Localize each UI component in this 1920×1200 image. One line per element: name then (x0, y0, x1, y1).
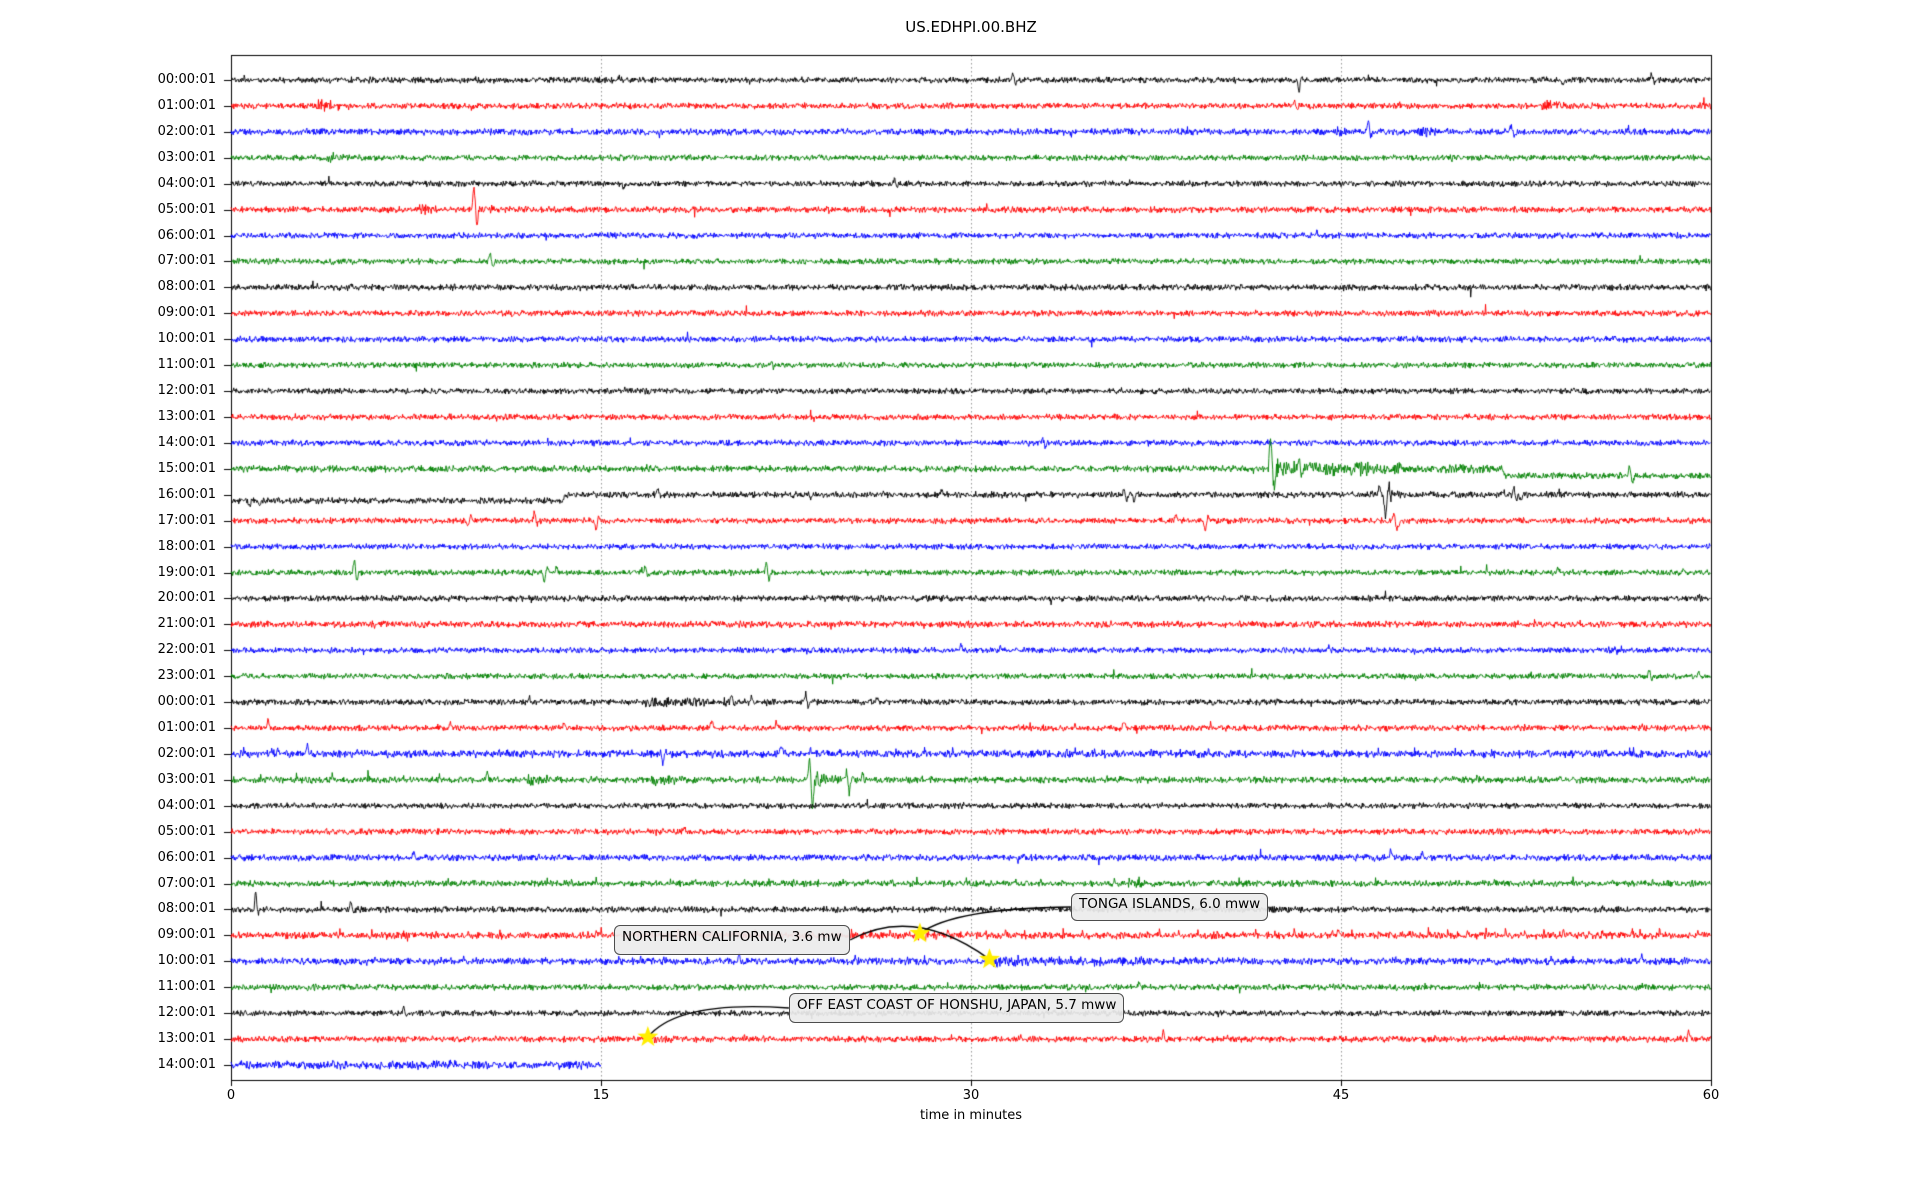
row-label: 23:00:01 (157, 668, 216, 684)
row-label: 03:00:01 (157, 771, 216, 787)
x-tick-label: 15 (592, 1088, 610, 1103)
row-label: 03:00:01 (157, 149, 216, 165)
row-label: 19:00:01 (157, 564, 216, 580)
x-tick-label: 60 (1702, 1088, 1720, 1103)
row-label: 01:00:01 (157, 97, 216, 113)
row-label: 00:00:01 (157, 72, 216, 87)
row-label: 11:00:01 (157, 979, 216, 995)
row-label: 05:00:01 (157, 201, 216, 217)
row-label: 18:00:01 (157, 538, 216, 554)
row-label: 17:00:01 (157, 512, 216, 528)
row-label: 06:00:01 (157, 227, 216, 243)
row-label: 04:00:01 (157, 175, 216, 191)
x-tick-label: 45 (1332, 1088, 1350, 1103)
row-label: 14:00:01 (157, 434, 216, 450)
row-label: 07:00:01 (157, 875, 216, 891)
row-label: 08:00:01 (157, 901, 216, 917)
row-label: 15:00:01 (157, 460, 216, 476)
row-label: 12:00:01 (157, 383, 216, 399)
row-label: 02:00:01 (157, 123, 216, 139)
row-label: 13:00:01 (157, 408, 216, 424)
row-label: 10:00:01 (157, 331, 216, 347)
row-label: 04:00:01 (157, 797, 216, 813)
row-label: 07:00:01 (157, 253, 216, 269)
row-label: 16:00:01 (157, 486, 216, 502)
row-label: 08:00:01 (157, 279, 216, 295)
row-label: 00:00:01 (157, 694, 216, 710)
row-label: 22:00:01 (157, 642, 216, 658)
row-label: 06:00:01 (157, 849, 216, 865)
annotation-northern-california: NORTHERN CALIFORNIA, 3.6 mw (614, 925, 850, 955)
x-tick-label: 0 (226, 1088, 236, 1103)
row-label: 12:00:01 (157, 1005, 216, 1021)
annotation-honshu-japan: OFF EAST COAST OF HONSHU, JAPAN, 5.7 mww (789, 993, 1125, 1023)
chart-title: US.EDHPI.00.BHZ (905, 18, 1037, 36)
row-label: 20:00:01 (157, 590, 216, 606)
row-label: 13:00:01 (157, 1031, 216, 1047)
x-axis-title: time in minutes (919, 1108, 1023, 1123)
row-label: 02:00:01 (157, 745, 216, 761)
row-label: 09:00:01 (157, 927, 216, 943)
x-tick-label: 30 (962, 1088, 980, 1103)
row-label: 01:00:01 (157, 720, 216, 736)
annotation-tonga-islands: TONGA ISLANDS, 6.0 mww (1071, 893, 1269, 921)
row-label: 05:00:01 (157, 823, 216, 839)
row-label: 10:00:01 (157, 953, 216, 969)
row-label: 11:00:01 (157, 357, 216, 373)
row-label: 09:00:01 (157, 305, 216, 321)
row-label: 14:00:01 (157, 1057, 216, 1072)
row-label: 21:00:01 (157, 616, 216, 632)
